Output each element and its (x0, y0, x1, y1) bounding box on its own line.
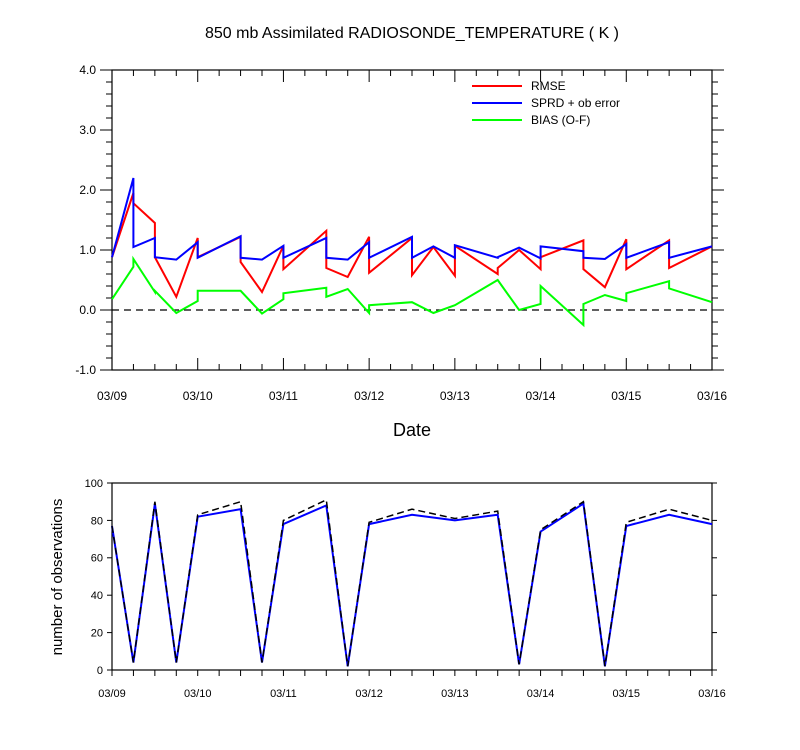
x-tick-label: 03/10 (183, 389, 213, 403)
y-tick-label: 100 (85, 478, 103, 490)
y-tick-label: 3.0 (79, 123, 96, 137)
x-tick-label: 03/16 (697, 389, 727, 403)
plot-frame (111, 69, 713, 371)
legend-label: BIAS (O-F) (531, 113, 590, 127)
x-tick-label: 03/12 (354, 389, 384, 403)
x-tick-label: 03/11 (269, 389, 298, 403)
y-tick-label: 2.0 (79, 183, 96, 197)
x-axis-label: Date (393, 420, 431, 440)
x-tick-label: 03/09 (98, 688, 126, 700)
x-tick-label: 03/15 (613, 688, 641, 700)
series-line-1 (111, 498, 713, 667)
y-tick-label: 4.0 (79, 63, 96, 77)
y-tick-label: 20 (91, 627, 103, 639)
x-tick-label: 03/15 (611, 389, 641, 403)
series-line-0 (111, 501, 713, 667)
series-line-0 (111, 192, 713, 300)
y-tick-label: 1.0 (79, 243, 96, 257)
y-axis-label: number of observations (49, 499, 66, 656)
series-line-2 (111, 255, 713, 328)
x-tick-label: 03/14 (526, 389, 556, 403)
legend-label: RMSE (531, 79, 566, 93)
x-tick-label: 03/14 (527, 688, 555, 700)
x-tick-label: 03/13 (441, 688, 469, 700)
y-tick-label: 0.0 (79, 303, 96, 317)
x-tick-label: 03/16 (698, 688, 726, 700)
legend-label: SPRD + ob error (531, 96, 620, 110)
plot-frame (111, 482, 713, 671)
top-plot: 03/09 03/10 03/11 03/12 03/13 03/14 03/15 03/16… (75, 63, 727, 403)
x-tick-label: 03/11 (270, 688, 297, 700)
y-tick-label: 80 (91, 515, 103, 527)
y-tick-label: 0 (97, 665, 103, 677)
y-tick-label: 40 (91, 590, 103, 602)
legend: RMSE SPRD + ob error BIAS (O-F) (472, 79, 620, 127)
x-tick-label: 03/13 (440, 389, 470, 403)
bottom-plot: 03/09 03/10 03/11 03/12 03/13 03/14 03/15 03/16… (85, 478, 726, 700)
x-tick-label: 03/09 (97, 389, 127, 403)
y-tick-label: -1.0 (75, 363, 96, 377)
series-line-1 (111, 177, 713, 261)
x-tick-label: 03/10 (184, 688, 212, 700)
y-tick-label: 60 (91, 553, 103, 565)
chart-title: 850 mb Assimilated RADIOSONDE_TEMPERATUR… (205, 25, 619, 42)
x-tick-label: 03/12 (355, 688, 383, 700)
